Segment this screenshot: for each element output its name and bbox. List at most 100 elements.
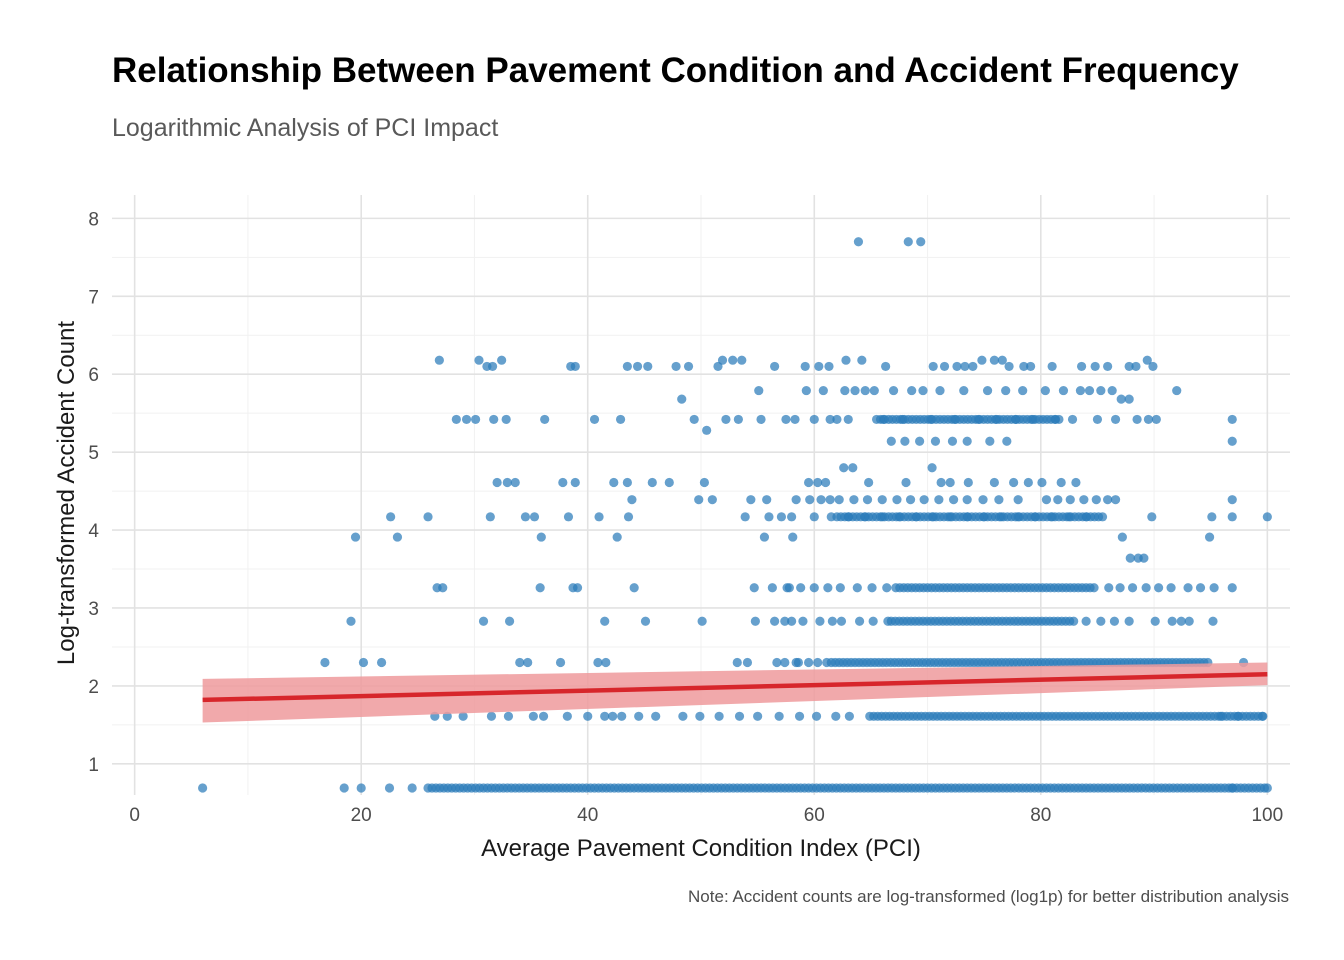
data-point	[877, 512, 887, 522]
data-point	[746, 495, 756, 505]
data-point	[834, 495, 844, 505]
data-point	[844, 711, 854, 721]
data-point	[1019, 361, 1029, 372]
data-point	[520, 512, 531, 522]
data-point	[535, 583, 545, 593]
data-point	[827, 616, 837, 626]
data-point	[862, 495, 873, 505]
data-point	[926, 414, 936, 425]
trend-layer	[202, 662, 1268, 723]
data-point	[888, 385, 899, 396]
data-point	[982, 385, 993, 396]
data-point	[728, 355, 738, 365]
data-point	[1037, 477, 1047, 488]
data-point	[1262, 783, 1272, 793]
data-point	[820, 477, 831, 488]
data-point	[1001, 385, 1011, 396]
data-point	[1069, 616, 1079, 626]
data-point	[814, 361, 824, 372]
data-point	[860, 385, 870, 396]
data-point	[647, 477, 657, 488]
data-point	[962, 512, 972, 522]
data-point	[776, 512, 787, 522]
data-point	[816, 495, 826, 505]
data-point	[836, 616, 847, 626]
data-point	[671, 361, 681, 372]
x-tick-label: 60	[804, 805, 825, 826]
data-point	[1227, 583, 1237, 593]
data-point	[651, 711, 661, 721]
y-tick-label: 5	[88, 443, 99, 464]
data-point	[1167, 616, 1177, 626]
data-point	[677, 394, 687, 404]
data-point	[734, 711, 745, 721]
data-point	[868, 616, 878, 626]
data-point	[608, 711, 618, 721]
data-point	[911, 512, 921, 522]
data-point	[1084, 385, 1095, 396]
data-point	[538, 711, 549, 721]
data-point	[962, 495, 972, 505]
data-point	[1127, 583, 1138, 593]
data-point	[936, 477, 946, 488]
data-point	[1172, 385, 1182, 396]
data-point	[927, 463, 937, 473]
chart-caption: Note: Accident counts are log-transforme…	[688, 887, 1289, 906]
data-point	[759, 532, 770, 542]
data-point	[756, 414, 766, 425]
data-point	[529, 512, 540, 522]
data-point	[892, 495, 902, 505]
data-point	[825, 414, 835, 425]
data-point	[470, 414, 481, 425]
data-point	[1204, 532, 1215, 542]
data-point	[695, 711, 705, 721]
data-point	[1089, 583, 1099, 593]
y-tick-label: 3	[88, 599, 99, 620]
data-point	[528, 711, 538, 721]
data-point	[1227, 436, 1237, 446]
data-point	[1050, 414, 1061, 425]
data-point	[960, 361, 970, 372]
data-point	[945, 512, 955, 522]
data-point	[1075, 385, 1086, 396]
data-point	[558, 477, 568, 488]
data-point	[593, 657, 603, 668]
data-point	[1041, 495, 1052, 505]
data-point	[523, 657, 533, 668]
data-point	[787, 616, 797, 626]
data-point	[813, 657, 823, 668]
data-point	[629, 583, 639, 593]
data-point	[809, 512, 819, 522]
data-point	[732, 657, 742, 668]
data-point	[1009, 477, 1019, 488]
data-point	[376, 657, 387, 668]
data-point	[860, 512, 870, 522]
data-point	[632, 361, 643, 372]
data-point	[854, 616, 865, 626]
data-point	[515, 657, 525, 668]
data-point	[1110, 414, 1121, 425]
data-point	[1117, 532, 1127, 542]
data-point	[1166, 583, 1176, 593]
data-point	[740, 512, 750, 522]
y-tick-label: 8	[88, 209, 99, 230]
data-point	[824, 361, 834, 372]
data-point	[600, 616, 610, 626]
data-point	[1124, 394, 1134, 404]
data-point	[474, 355, 484, 365]
data-point	[737, 355, 747, 365]
confidence-ribbon	[202, 662, 1268, 723]
data-point	[392, 532, 403, 542]
data-point	[1092, 414, 1103, 425]
data-point	[793, 657, 804, 668]
data-point	[774, 711, 784, 721]
data-point	[781, 414, 791, 425]
data-point	[486, 711, 497, 721]
data-point	[1058, 385, 1069, 396]
y-tick-label: 2	[88, 677, 99, 698]
y-axis-title: Log-transformed Accident Count	[53, 321, 80, 666]
data-point	[589, 414, 600, 425]
data-point	[853, 237, 864, 247]
data-point	[826, 512, 836, 522]
data-point	[504, 616, 515, 626]
